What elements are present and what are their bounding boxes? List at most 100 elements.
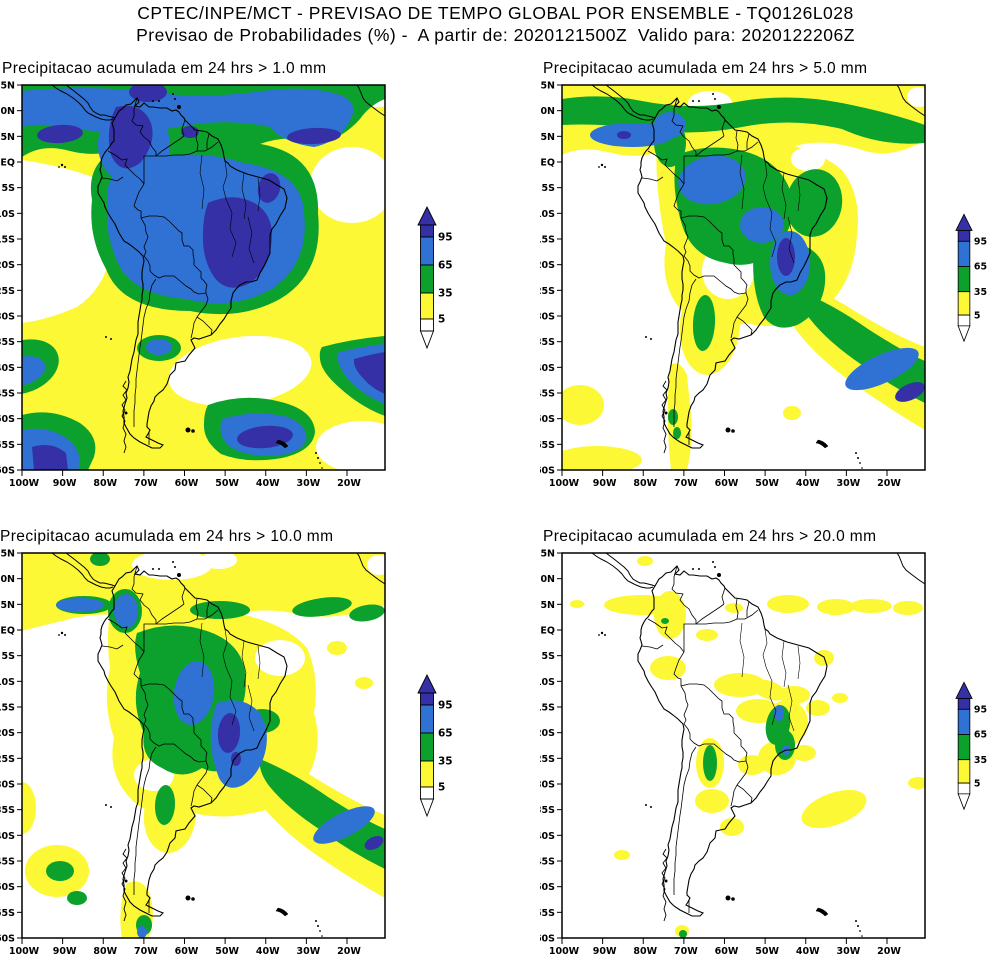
africa-coastline: [896, 553, 925, 585]
country-border: [733, 264, 748, 293]
lat-tick-label: 35S: [540, 805, 555, 816]
map-panel-1: 15N 10N 5N EQ 5S 10S 15S 20S 25S 30S 35S 40S 45S 50S 5…: [0, 81, 386, 487]
state-border: [257, 177, 261, 212]
contour-region: [703, 745, 717, 781]
contour-region: [695, 789, 729, 813]
contour-region: [310, 147, 385, 223]
country-border: [683, 155, 696, 184]
contour-region: [845, 347, 919, 391]
country-border: [181, 119, 186, 137]
island: [174, 566, 176, 568]
lat-tick-label: 25S: [540, 754, 555, 765]
state-border: [247, 216, 255, 264]
lon-tick-label: 80W: [93, 478, 117, 487]
contour-fills: [22, 553, 385, 938]
lon-tick-label: 90W: [593, 946, 617, 955]
lat-tick-label: 40S: [0, 831, 15, 842]
island: [172, 561, 174, 563]
country-border: [673, 183, 685, 218]
colorbar-bottom-arrow: [957, 793, 971, 811]
colorbar-level-label: 95: [974, 236, 987, 247]
lat-tick-label: 60S: [0, 934, 15, 945]
island: [319, 462, 321, 464]
lon-tick-label: 60W: [715, 478, 739, 487]
contour-region: [168, 335, 312, 407]
state-border: [797, 645, 801, 680]
island: [664, 411, 668, 415]
lon-tick-label: 30W: [837, 946, 861, 955]
lon-tick-label: 60W: [715, 946, 739, 955]
island: [315, 452, 317, 454]
colorbar-level-label: 65: [974, 730, 987, 741]
country-border: [140, 685, 149, 725]
island: [191, 429, 195, 433]
island: [600, 631, 604, 635]
island: [158, 100, 160, 102]
country-border: [735, 130, 739, 152]
lat-tick-label: 55S: [0, 908, 15, 919]
country-border: [193, 264, 208, 293]
contour-region: [817, 599, 855, 615]
lat-tick-label: 55S: [540, 908, 555, 919]
contour-region: [893, 601, 923, 615]
lat-tick-label: 15N: [540, 549, 555, 560]
island: [861, 935, 863, 937]
country-border: [206, 601, 210, 617]
island: [319, 930, 321, 932]
island: [64, 166, 66, 168]
country-border: [641, 176, 664, 182]
state-border: [762, 628, 768, 668]
country-border: [671, 97, 697, 156]
country-border: [721, 119, 726, 137]
map-frame: [561, 84, 926, 471]
country-border: [683, 623, 696, 652]
lon-tick-label: 30W: [837, 478, 861, 487]
lat-tick-label: 15N: [540, 81, 555, 92]
map-frame: [21, 552, 386, 939]
lon-tick-label: 70W: [674, 946, 698, 955]
south-america-coastline: [637, 565, 828, 917]
contour-region: [32, 445, 68, 470]
contour-region: [614, 850, 630, 860]
map-frame: [561, 552, 926, 939]
probability-colorbar: 95 65 35 5: [955, 213, 987, 343]
lon-tick-label: 50W: [215, 946, 239, 955]
contour-region: [650, 656, 686, 680]
lon-tick-label: 100W: [549, 478, 580, 487]
contour-fills: [562, 553, 925, 938]
country-border: [155, 135, 185, 157]
state-border: [225, 666, 237, 726]
island: [815, 907, 829, 917]
contour-region: [201, 553, 237, 569]
lon-tick-label: 30W: [297, 478, 321, 487]
island: [650, 338, 652, 340]
lat-tick-label: 20S: [0, 260, 15, 271]
state-border: [257, 645, 261, 680]
island: [714, 98, 716, 100]
contour-fills: [562, 85, 925, 470]
island: [315, 920, 317, 922]
state-border: [781, 640, 787, 688]
contour-region: [777, 238, 795, 276]
country-border: [140, 217, 149, 257]
country-border: [680, 215, 735, 265]
lat-tick-label: 20S: [0, 728, 15, 739]
state-border: [222, 160, 228, 200]
south-america-coastline: [637, 97, 828, 449]
geography-overlay: [591, 85, 925, 469]
contour-region: [90, 553, 110, 566]
lat-tick-label: 15S: [540, 703, 555, 714]
colorbar-bottom-arrow: [957, 325, 971, 343]
lat-tick-label: 10N: [0, 106, 15, 117]
contour-region: [590, 123, 674, 147]
island: [714, 566, 716, 568]
contour-region: [714, 673, 766, 697]
colorbar-level-label: 95: [974, 704, 987, 715]
lat-tick-label: 10N: [540, 574, 555, 585]
country-border: [107, 150, 145, 185]
lon-tick-label: 90W: [53, 478, 77, 487]
lon-tick-label: 30W: [297, 946, 321, 955]
state-border: [765, 198, 777, 258]
contour-region: [696, 629, 718, 641]
